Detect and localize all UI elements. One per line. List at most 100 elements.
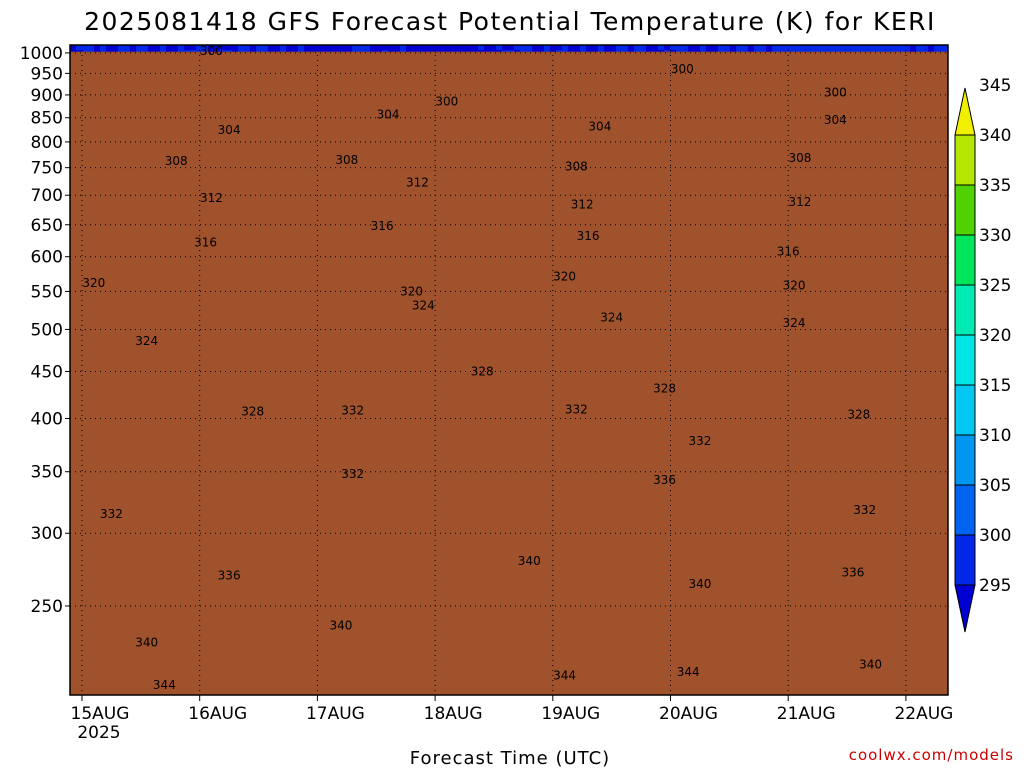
field-cell (178, 45, 185, 51)
field-cell (226, 45, 233, 51)
field-cell (808, 45, 815, 51)
field-cell (352, 45, 359, 51)
chart-title: 2025081418 GFS Forecast Potential Temper… (84, 7, 936, 36)
field-cell (598, 45, 605, 51)
field-cell (172, 45, 179, 51)
field-cell (628, 45, 635, 51)
field-cell (832, 45, 839, 51)
field-cell (154, 45, 161, 51)
field-cell (100, 45, 107, 51)
field-cell (442, 45, 449, 51)
field-cell (928, 45, 935, 51)
field-cell (526, 45, 533, 51)
field-cell (412, 45, 419, 51)
field-cell (718, 45, 725, 51)
field-cell (826, 45, 833, 51)
field-cell (706, 45, 713, 51)
field-cell (688, 45, 695, 51)
field-cell (256, 45, 263, 51)
field-cell (70, 45, 77, 51)
field-cell (502, 45, 509, 51)
field-cell (892, 45, 899, 51)
field-cell (394, 45, 401, 51)
field-cell (946, 45, 948, 51)
field-cell (322, 45, 329, 51)
field-cell (214, 45, 221, 51)
field-cell (904, 45, 911, 51)
field-cell (916, 45, 923, 51)
field-cell (148, 45, 155, 51)
field-cell (160, 45, 167, 51)
field-cell (208, 45, 215, 51)
field-cell (274, 45, 281, 51)
field-cell (910, 45, 917, 51)
field-cell (562, 45, 569, 51)
field-cell (568, 45, 575, 51)
field-cell (418, 45, 425, 51)
field-cell (310, 45, 317, 51)
field-cell (514, 45, 521, 51)
field-cell (712, 45, 719, 51)
field-cell (616, 45, 623, 51)
field-cell (592, 45, 599, 51)
field-cell (112, 45, 119, 51)
field-cell (472, 45, 479, 51)
field-cell (424, 45, 431, 51)
field-cell (484, 45, 491, 51)
field-cell (736, 45, 743, 51)
field-cell (370, 45, 377, 51)
field-cell (232, 45, 239, 51)
field-cell (328, 45, 335, 51)
field-cell (874, 45, 881, 51)
field-cell (760, 45, 767, 51)
field-cell (538, 45, 545, 51)
field-cell (460, 45, 467, 51)
field-cell (676, 45, 683, 51)
plot-area: 3443403363323283243203163123083043003403… (70, 45, 948, 695)
field-cell (388, 45, 395, 51)
field-cell (436, 45, 443, 51)
field-cell (298, 45, 305, 51)
field-cell (580, 45, 587, 51)
field-cell (364, 45, 371, 51)
field-cell (136, 45, 143, 51)
field-cell (88, 45, 95, 51)
field-cell (346, 45, 353, 51)
field-cell (454, 45, 461, 51)
field-cell (610, 45, 617, 51)
field-cell (478, 45, 485, 51)
field-cell (802, 45, 809, 51)
field-cell (934, 45, 941, 51)
field-cell (202, 45, 209, 51)
field-cell (262, 45, 269, 51)
field-cell (340, 45, 347, 51)
field-cell (196, 45, 203, 51)
field-cell (406, 45, 413, 51)
field-cell (466, 45, 473, 51)
field-cell (634, 45, 641, 51)
field-cell (682, 45, 689, 51)
field-cell (184, 45, 191, 51)
field-cell (316, 45, 323, 51)
field-cell (646, 45, 653, 51)
field-cell (844, 45, 851, 51)
field-cell (496, 45, 503, 51)
field-cell (430, 45, 437, 51)
field-cell (862, 45, 869, 51)
field-cell (520, 45, 527, 51)
field-cell (940, 45, 947, 51)
field-cell (790, 45, 797, 51)
field-cell (490, 45, 497, 51)
field-cell (742, 45, 749, 51)
field-cell (292, 45, 299, 51)
field-cell (250, 45, 257, 51)
field-cell (766, 45, 773, 51)
field-cell (106, 45, 113, 51)
field-cell (142, 45, 149, 51)
field-cell (556, 45, 563, 51)
field-cell (778, 45, 785, 51)
field-cell (94, 45, 101, 51)
field-cell (238, 45, 245, 51)
field-cell (700, 45, 707, 51)
field-cell (574, 45, 581, 51)
